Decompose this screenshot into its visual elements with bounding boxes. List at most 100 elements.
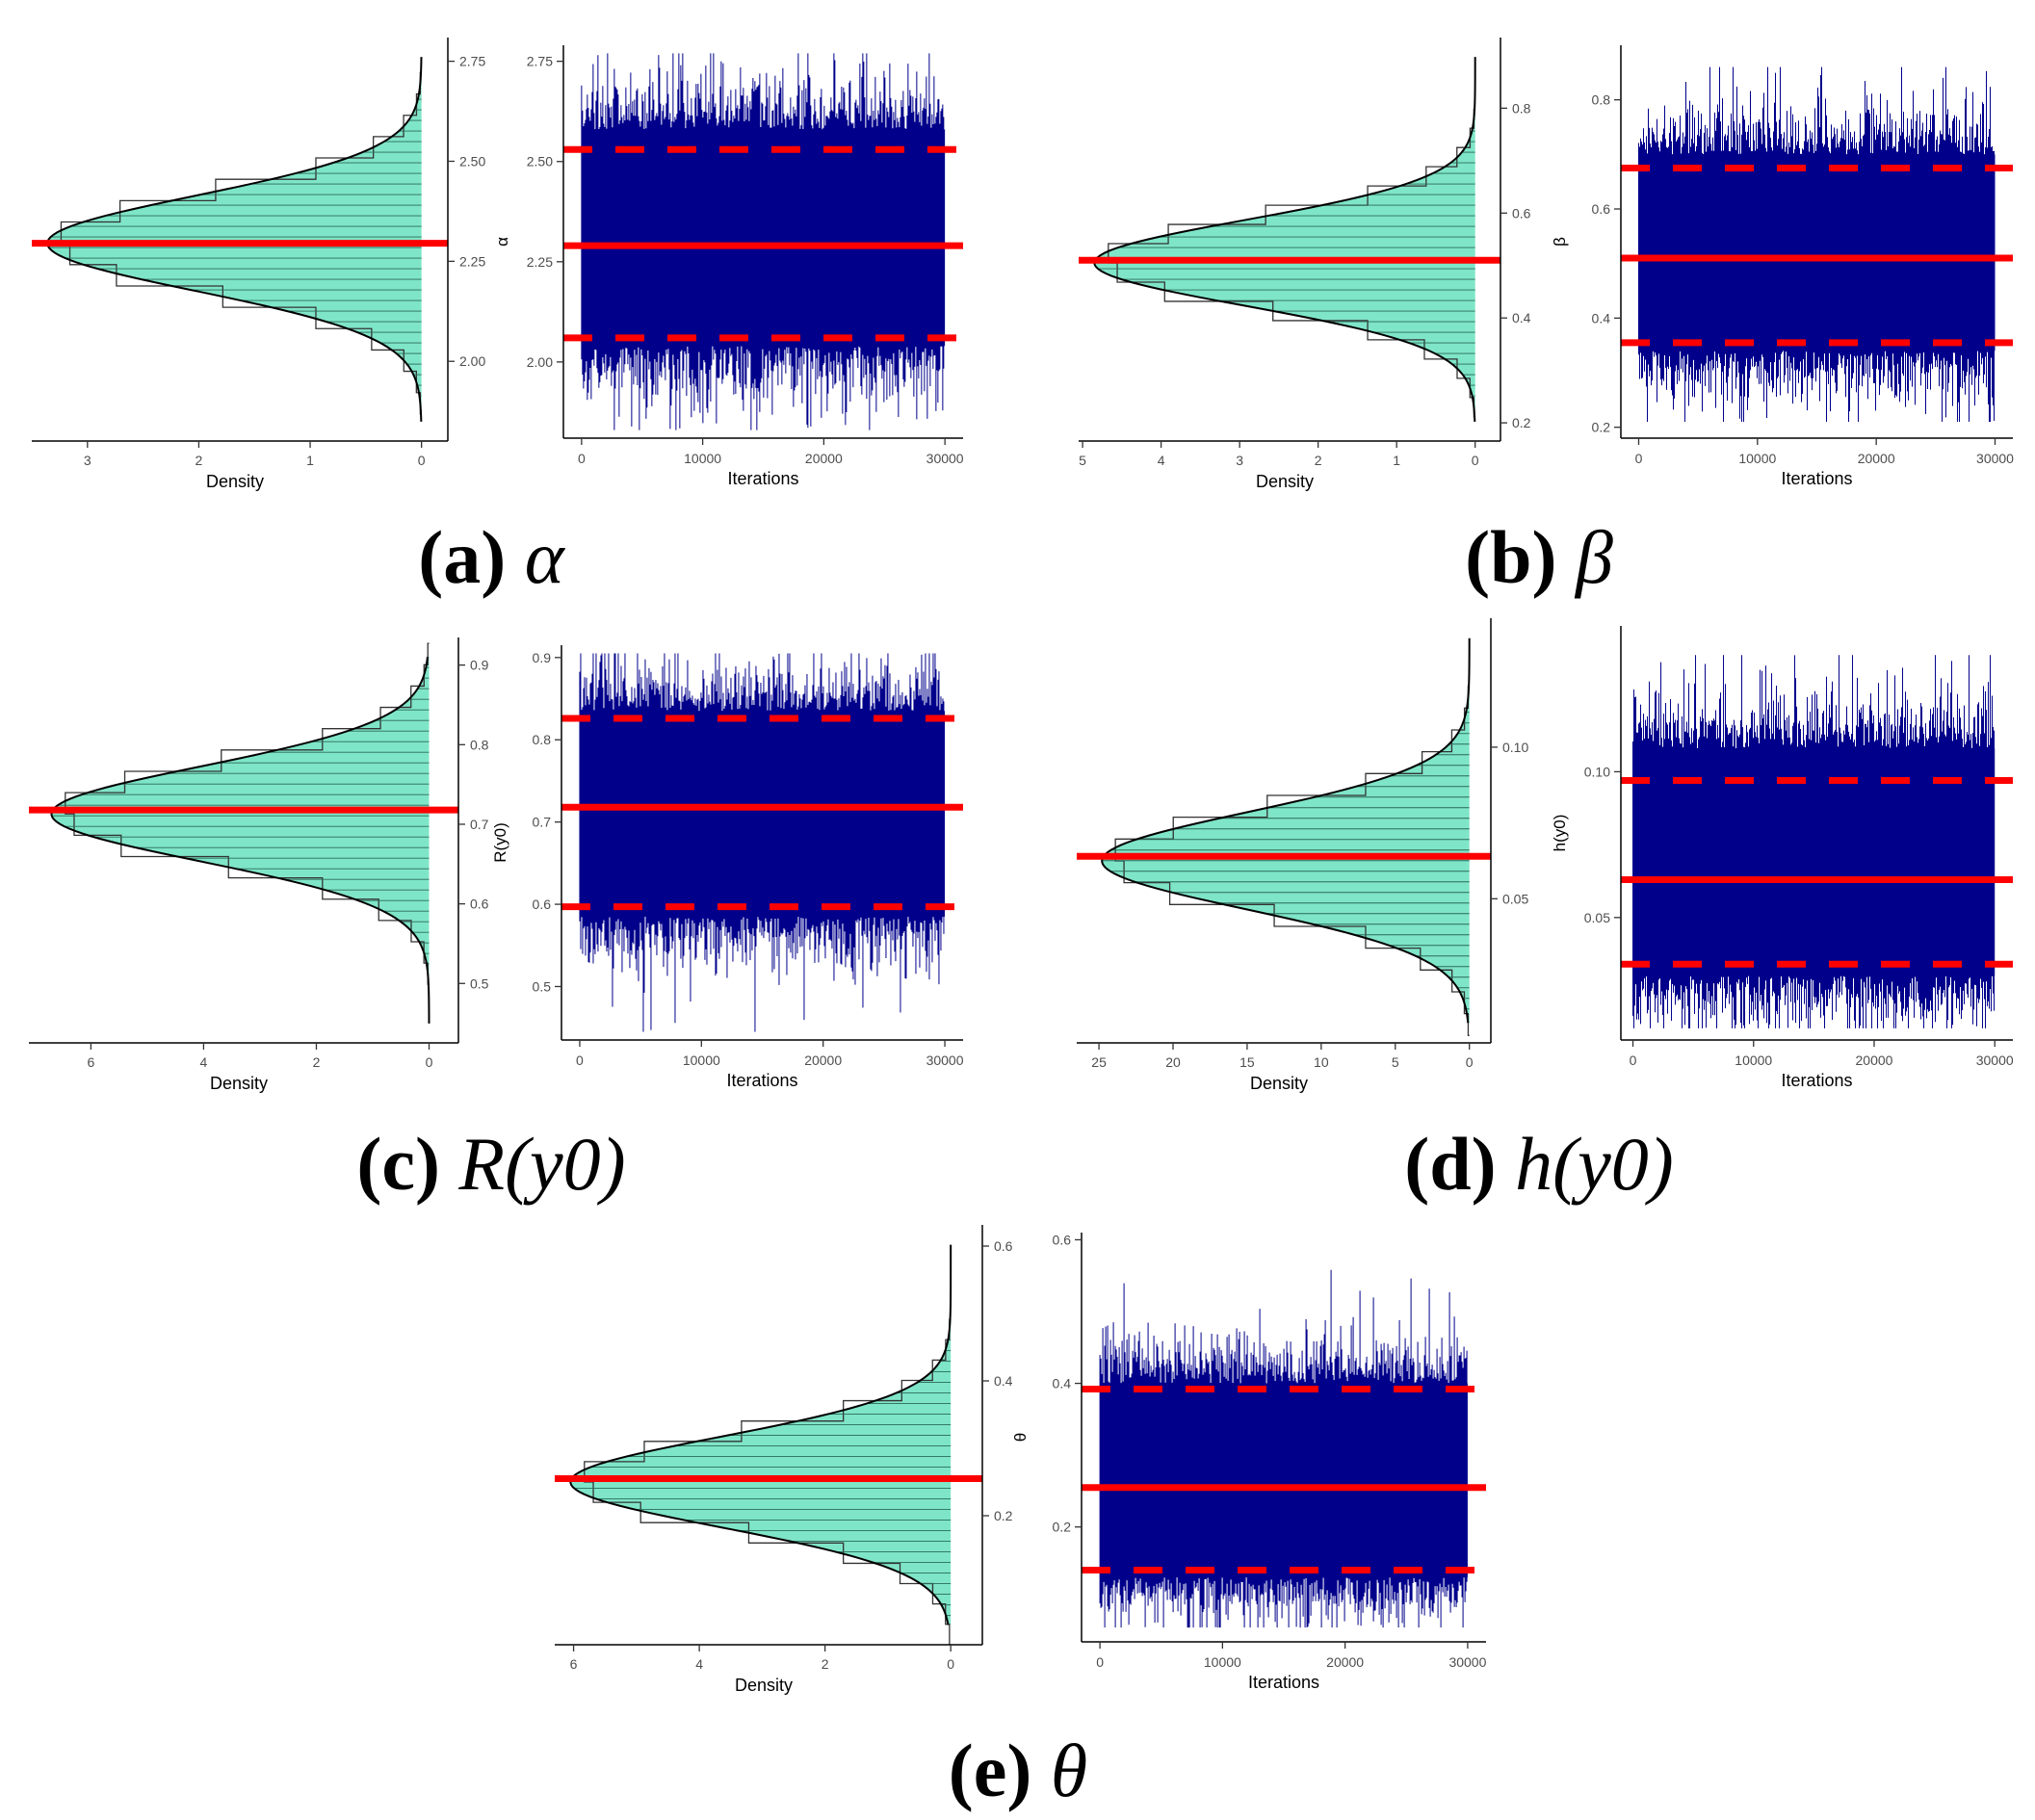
density-curve [50, 657, 430, 1024]
trace-plot-beta: 0 10000 20000 30000 0.2 0.4 0.6 0.8 Iterations β [1551, 45, 2014, 488]
density-area [570, 1244, 952, 1625]
y-tick-label: 0.10 [1584, 764, 1610, 779]
x-tick-label: 0 [947, 1656, 954, 1672]
x-tick-label: 0 [1630, 1053, 1637, 1068]
trace-line [1632, 655, 1996, 1028]
y-tick-label: 0.2 [1512, 415, 1531, 430]
x-tick-label: 30000 [1976, 451, 2014, 466]
y-tick-label: 0.6 [1053, 1232, 1072, 1247]
panel-beta: 5 4 3 2 1 0 0.2 0.4 0.6 0.8 Density 0 10000 20000 3000… [1079, 38, 2014, 491]
y-tick-label: 0.8 [533, 732, 552, 747]
y-tick-label: 2.50 [527, 154, 553, 169]
density-area [47, 57, 422, 422]
trace-plot-theta: 0 10000 20000 30000 0.2 0.4 0.6 Iterations θ [1011, 1232, 1487, 1692]
x-tick-label: 2 [1315, 453, 1322, 468]
x-tick-label: 1 [1393, 453, 1400, 468]
y-tick-label: 2.75 [527, 54, 553, 69]
x-tick-label: 0 [426, 1054, 433, 1070]
x-tick-label: 0 [578, 451, 586, 466]
trace-line [1099, 1269, 1468, 1628]
y-tick-label: 0.8 [1512, 100, 1531, 116]
y-tick-label: 2.25 [459, 253, 485, 269]
caption-letter: (a) [418, 515, 507, 599]
density-curve [1093, 57, 1476, 422]
x-tick-label: 10000 [1735, 1053, 1772, 1068]
x-axis-title: Density [1256, 472, 1314, 491]
y-tick-label: 0.6 [470, 897, 489, 912]
y-tick-label: 2.75 [459, 54, 485, 69]
x-tick-label: 0 [1635, 451, 1643, 466]
x-tick-label: 20000 [804, 1053, 842, 1068]
density-plot-beta: 5 4 3 2 1 0 0.2 0.4 0.6 0.8 Density [1079, 38, 1531, 491]
x-tick-label: 3 [84, 453, 91, 468]
x-tick-label: 20 [1165, 1054, 1181, 1070]
y-tick-label: 0.4 [1053, 1376, 1072, 1391]
trace-line [581, 53, 945, 430]
caption-letter: (d) [1404, 1122, 1497, 1206]
x-tick-label: 6 [570, 1656, 578, 1672]
y-axis-title: h(y0) [1551, 815, 1569, 852]
y-tick-label: 0.6 [994, 1238, 1013, 1254]
y-tick-label: 0.6 [533, 897, 552, 912]
y-tick-label: 0.2 [1592, 420, 1611, 435]
x-tick-label: 30000 [1976, 1053, 2014, 1068]
x-tick-label: 2 [196, 453, 203, 468]
caption-h_y0: (d) h(y0) [1404, 1127, 1673, 1202]
y-tick-label: 0.9 [533, 650, 552, 665]
panel-R_y0: 6 4 2 0 0.5 0.6 0.7 0.8 0.9 Density 0 10000 20000 300… [29, 637, 964, 1093]
caption-alpha: (a) α [418, 520, 563, 595]
density-area [1094, 57, 1475, 422]
trace-line [1638, 66, 1995, 422]
x-axis-title: Iterations [727, 469, 798, 488]
x-tick-label: 4 [695, 1656, 703, 1672]
x-axis-title: Iterations [726, 1071, 797, 1090]
x-axis-title: Density [1250, 1074, 1308, 1093]
x-tick-label: 1 [306, 453, 314, 468]
y-tick-label: 0.4 [994, 1373, 1013, 1389]
density-curve [569, 1244, 952, 1625]
x-tick-label: 20000 [805, 451, 843, 466]
y-tick-label: 0.7 [533, 815, 552, 830]
x-tick-label: 30000 [926, 1053, 964, 1068]
x-tick-label: 6 [87, 1054, 94, 1070]
y-tick-label: 2.00 [459, 353, 485, 369]
x-tick-label: 20000 [1856, 1053, 1893, 1068]
caption-symbol: R(y0) [439, 1122, 626, 1206]
caption-R_y0: (c) R(y0) [356, 1127, 625, 1202]
x-tick-label: 2 [313, 1054, 321, 1070]
x-tick-label: 3 [1236, 453, 1243, 468]
x-tick-label: 10 [1314, 1054, 1329, 1070]
panel-h_y0: 25 20 15 10 5 0 0.05 0.10 Density 0 10000 20000 3000… [1077, 618, 2014, 1093]
y-tick-label: 0.10 [1502, 740, 1528, 755]
caption-symbol: α [506, 515, 564, 599]
density-curve [1101, 637, 1471, 1024]
x-tick-label: 10000 [684, 451, 721, 466]
x-tick-label: 30000 [926, 451, 964, 466]
density-area [1102, 637, 1470, 1024]
x-axis-title: Density [210, 1074, 268, 1093]
x-tick-label: 5 [1079, 453, 1086, 468]
x-tick-label: 0 [576, 1053, 584, 1068]
y-tick-label: 0.8 [470, 737, 489, 752]
x-tick-label: 30000 [1448, 1654, 1486, 1670]
y-tick-label: 0.7 [470, 817, 489, 832]
y-tick-label: 0.2 [994, 1508, 1013, 1523]
x-tick-label: 10000 [1738, 451, 1776, 466]
x-axis-title: Iterations [1781, 469, 1852, 488]
caption-beta: (b) β [1465, 520, 1613, 595]
y-axis-title: β [1551, 237, 1569, 247]
y-tick-label: 0.9 [470, 658, 489, 673]
x-tick-label: 5 [1392, 1054, 1399, 1070]
x-tick-label: 0 [418, 453, 426, 468]
y-tick-label: 2.25 [527, 254, 553, 270]
x-tick-label: 0 [1096, 1654, 1104, 1670]
density-plot-alpha: 3 2 1 0 2.00 2.25 2.50 2.75 Density [32, 38, 485, 491]
trace-plot-h_y0: 0 10000 20000 30000 0.05 0.10 Iterations h(y0) [1551, 626, 2014, 1090]
y-tick-label: 0.8 [1592, 92, 1611, 108]
y-tick-label: 0.05 [1584, 910, 1610, 925]
y-tick-label: 0.6 [1592, 201, 1611, 217]
x-tick-label: 15 [1239, 1054, 1255, 1070]
density-curve [46, 57, 423, 422]
